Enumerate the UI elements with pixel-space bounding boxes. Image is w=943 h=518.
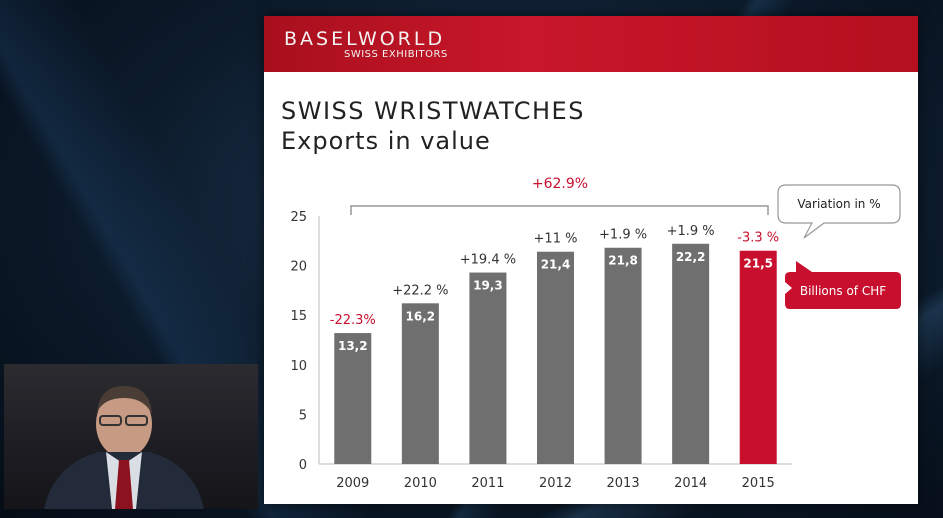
bar-2013 xyxy=(604,247,642,464)
bar-2012 xyxy=(537,251,574,464)
variation-label: +1.9 % xyxy=(667,224,715,239)
bars xyxy=(334,243,777,464)
y-tick-label: 15 xyxy=(290,309,307,324)
x-tick-label: 2013 xyxy=(607,476,640,491)
bar-value-label: 19,3 xyxy=(473,279,503,293)
bar-2011 xyxy=(469,272,507,464)
x-tick-label: 2011 xyxy=(471,476,504,491)
y-tick-label: 0 xyxy=(299,458,307,473)
bar-2010 xyxy=(401,303,439,464)
header-banner: BASELWORLD SWISS EXHIBITORS xyxy=(264,16,918,72)
bar-value-label: 21,5 xyxy=(743,257,773,271)
unit-callout-text: Billions of CHF xyxy=(800,284,886,298)
x-tick-label: 2014 xyxy=(674,476,707,491)
overall-bracket xyxy=(350,205,769,215)
x-tick-label: 2009 xyxy=(336,476,369,491)
bar-value-label: 16,2 xyxy=(406,309,436,323)
x-tick-label: 2012 xyxy=(539,476,572,491)
variation-label: -3.3 % xyxy=(737,231,779,246)
bar-value-label: 21,8 xyxy=(608,254,638,268)
speaker-video-inset xyxy=(4,364,258,509)
bar-value-label: 13,2 xyxy=(338,339,368,353)
variation-callout: Variation in % xyxy=(777,184,901,239)
bar-value-label: 22,2 xyxy=(676,250,706,264)
bar-2014 xyxy=(672,243,710,464)
brand-subtitle: SWISS EXHIBITORS xyxy=(344,49,448,60)
unit-callout: Billions of CHF xyxy=(785,261,901,309)
variation-label: +11 % xyxy=(534,232,578,247)
overall-variation-label: +62.9% xyxy=(532,176,588,192)
variation-labels: -22.3% +22.2 % +19.4 % +11 % +1.9 % +1.9 % -3.… xyxy=(330,224,779,328)
speaker-figure xyxy=(44,386,204,509)
variation-label: +1.9 % xyxy=(599,228,647,243)
bar-2009 xyxy=(334,333,372,464)
brand-logo: BASELWORLD xyxy=(284,28,446,50)
variation-label: +22.2 % xyxy=(392,283,448,298)
bar-2015 xyxy=(739,250,777,464)
y-tick-label: 25 xyxy=(290,210,307,225)
variation-label: +19.4 % xyxy=(460,253,516,268)
x-tick-label: 2010 xyxy=(404,476,437,491)
bar-value-labels: 13,2 16,2 19,3 21,4 21,8 22,2 21,5 xyxy=(338,250,773,353)
slide-subtitle: Exports in value xyxy=(281,127,491,155)
slide-title: SWISS WRISTWATCHES xyxy=(281,97,585,125)
x-tick-label: 2015 xyxy=(742,476,775,491)
y-tick-label: 10 xyxy=(290,359,307,374)
variation-label: -22.3% xyxy=(330,313,376,328)
bar-value-label: 21,4 xyxy=(541,258,571,272)
y-tick-label: 5 xyxy=(299,408,307,423)
x-ticks: 2009 2010 2011 2012 2013 2014 2015 xyxy=(336,476,775,491)
y-ticks: 0 5 10 15 20 25 xyxy=(290,210,307,473)
y-tick-label: 20 xyxy=(290,260,307,275)
variation-callout-text: Variation in % xyxy=(797,197,880,211)
presentation-slide: BASELWORLD SWISS EXHIBITORS SWISS WRISTW… xyxy=(264,16,918,504)
